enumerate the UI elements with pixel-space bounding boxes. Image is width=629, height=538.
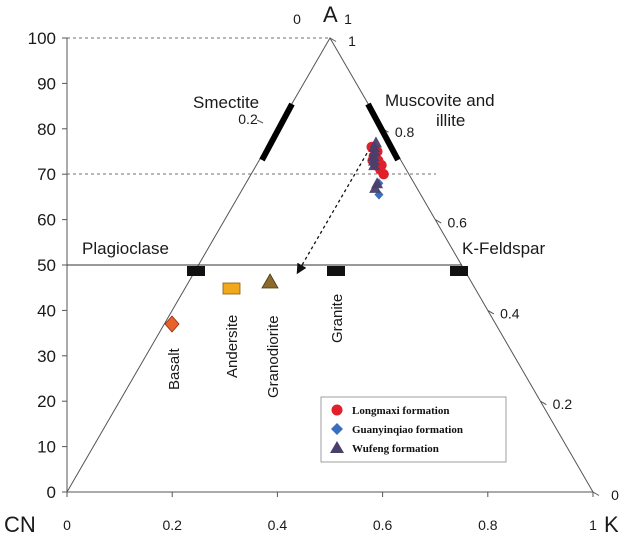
right-tick-mark bbox=[540, 400, 547, 406]
left-side-tick-label: 0.2 bbox=[238, 111, 258, 127]
legend-box bbox=[320, 396, 507, 463]
bottom-tick-label: 0 bbox=[63, 517, 71, 533]
bottom-axis-ticks: 0 0.2 0.4 0.6 0.8 1 bbox=[63, 492, 597, 533]
legend-wufeng-label: Wufeng formation bbox=[352, 443, 439, 455]
left-tick-label: 10 bbox=[37, 438, 56, 457]
kfeldspar-marker bbox=[450, 266, 468, 276]
muscovite-label-line1: Muscovite and bbox=[385, 91, 495, 110]
left-tick-label: 0 bbox=[47, 483, 56, 502]
right-tick-mark bbox=[592, 491, 600, 496]
left-tick-label: 50 bbox=[37, 256, 56, 275]
bottom-tick-label: 1 bbox=[589, 517, 597, 533]
left-axis-ticks: 0 10 20 30 40 50 60 70 80 90 100 bbox=[28, 29, 67, 502]
bottom-tick-label: 0.2 bbox=[162, 517, 182, 533]
left-side-tick-label: 0 bbox=[293, 11, 301, 27]
apex-label-left: CN bbox=[4, 512, 36, 537]
left-tick-label: 60 bbox=[37, 211, 56, 230]
wufeng-point bbox=[368, 140, 381, 152]
basalt-marker bbox=[164, 315, 180, 333]
wufeng-point bbox=[369, 181, 382, 193]
left-tick-label: 20 bbox=[37, 392, 56, 411]
right-side-ticks: 0 0.2 0.4 0.6 0.8 1 0 1 0.2 bbox=[238, 11, 619, 503]
bottom-tick-label: 0.6 bbox=[373, 517, 393, 533]
right-tick-mark bbox=[487, 309, 495, 315]
right-tick-label: 0 bbox=[611, 487, 619, 503]
right-tick-label: 0.6 bbox=[447, 215, 467, 231]
granite-label: Granite bbox=[329, 294, 346, 343]
right-tick-mark bbox=[329, 37, 337, 42]
plagioclase-marker bbox=[187, 266, 205, 276]
apex-label-right: K bbox=[604, 512, 619, 537]
left-tick-label: 30 bbox=[37, 347, 56, 366]
bottom-tick-label: 0.8 bbox=[478, 517, 498, 533]
left-tick-label: 70 bbox=[37, 165, 56, 184]
kfeldspar-label: K-Feldspar bbox=[462, 239, 545, 258]
smectite-bar bbox=[259, 102, 295, 162]
right-tick-label: 0.2 bbox=[553, 396, 573, 412]
legend-guanyinqiao-marker bbox=[331, 423, 343, 435]
muscovite-illite-bar bbox=[365, 102, 401, 162]
weathering-trend-arrow bbox=[296, 147, 371, 275]
granodiorite-label: Granodiorite bbox=[265, 315, 282, 398]
longmaxi-point bbox=[378, 169, 389, 180]
plagioclase-label: Plagioclase bbox=[82, 239, 169, 258]
legend-longmaxi-marker bbox=[331, 404, 343, 416]
smectite-label: Smectite bbox=[193, 93, 259, 112]
right-tick-mark bbox=[434, 219, 442, 224]
apex-label-top: A bbox=[323, 2, 338, 27]
right-tick-label: 1 bbox=[348, 33, 356, 49]
left-tick-label: 40 bbox=[37, 301, 56, 320]
granite-marker bbox=[327, 266, 345, 276]
left-tick-label: 80 bbox=[37, 120, 56, 139]
andersite-label: Andersite bbox=[224, 315, 241, 378]
data-points bbox=[366, 136, 389, 200]
right-tick-label: 0.8 bbox=[395, 124, 415, 140]
left-side-tick-mark bbox=[256, 119, 264, 124]
muscovite-label-line2: illite bbox=[436, 111, 465, 130]
right-side-top-label: 1 bbox=[344, 11, 352, 27]
legend-guanyinqiao-label: Guanyinqiao formation bbox=[352, 424, 463, 436]
basalt-label: Basalt bbox=[166, 347, 183, 390]
granodiorite-marker bbox=[261, 273, 279, 289]
wufeng-point bbox=[368, 159, 381, 171]
left-tick-label: 90 bbox=[37, 74, 56, 93]
left-tick-label: 100 bbox=[28, 29, 56, 48]
bottom-tick-label: 0.4 bbox=[268, 517, 288, 533]
legend-longmaxi-label: Longmaxi formation bbox=[352, 405, 449, 417]
andersite-marker bbox=[222, 282, 241, 295]
legend: Longmaxi formation Guanyinqiao formation… bbox=[320, 396, 507, 463]
right-tick-label: 0.4 bbox=[500, 305, 520, 321]
legend-wufeng-marker bbox=[330, 441, 344, 453]
